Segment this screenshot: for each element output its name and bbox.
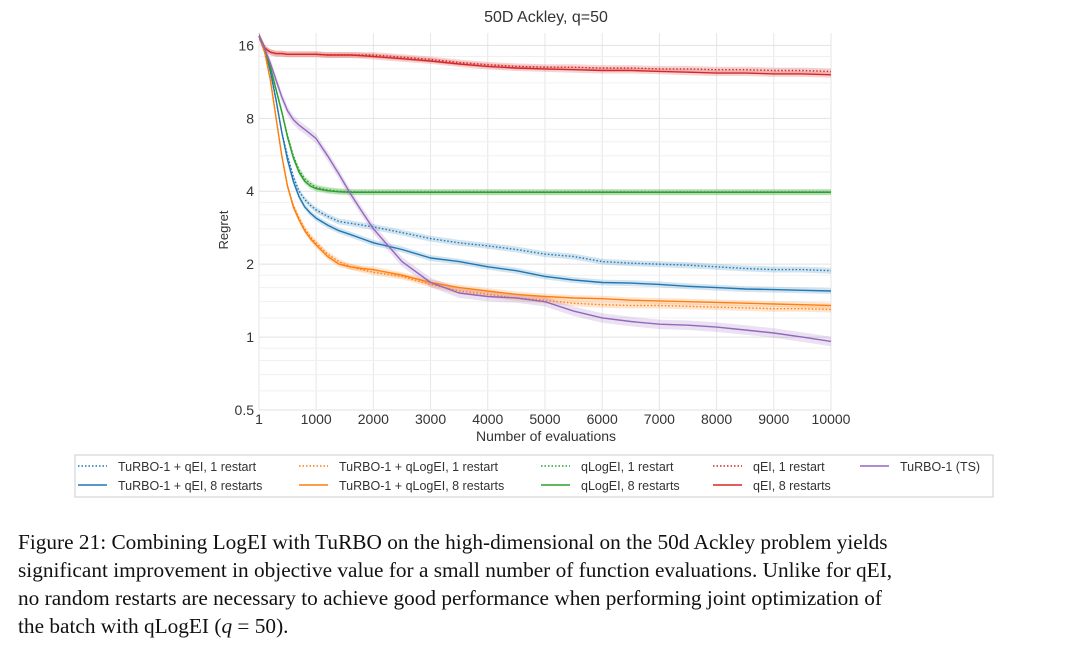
caption-line-4: the batch with qLogEI (q = 50).: [18, 612, 1063, 640]
series-line-3: [258, 35, 832, 307]
legend-label: qLogEI, 1 restart: [581, 460, 674, 474]
chart-title: 50D Ackley, q=50: [484, 9, 608, 26]
x-tick-label: 7000: [644, 411, 675, 427]
y-tick-label: 4: [246, 183, 254, 199]
x-tick-label: 4000: [472, 411, 503, 427]
series-lines: [258, 35, 832, 343]
x-tick-label: 3000: [415, 411, 446, 427]
legend-label: TuRBO-1 + qLogEI, 8 restarts: [339, 479, 504, 493]
caption-math-q: q: [221, 614, 233, 638]
caption-line-4-tail: = 50).: [232, 614, 289, 638]
y-tick-label: 1: [246, 329, 254, 345]
x-tick-label: 2000: [358, 411, 389, 427]
x-tick-label: 10000: [812, 411, 851, 427]
legend-label: TuRBO-1 + qLogEI, 1 restart: [339, 460, 499, 474]
caption-line-2: significant improvement in objective val…: [18, 558, 893, 582]
legend-label: TuRBO-1 + qEI, 1 restart: [118, 460, 257, 474]
x-tick-label: 5000: [529, 411, 560, 427]
series-band-6: [259, 33, 831, 75]
caption-line-3: no random restarts are necessary to achi…: [18, 586, 882, 610]
legend-label: TuRBO-1 + qEI, 8 restarts: [118, 479, 262, 493]
legend-label: qEI, 1 restart: [753, 460, 825, 474]
y-tick-label: 8: [246, 110, 254, 126]
series-line-7: [258, 35, 832, 76]
series-line-2: [258, 35, 832, 311]
legend: TuRBO-1 + qEI, 1 restart TuRBO-1 + qEI, 8…: [74, 454, 994, 498]
x-axis-label: Number of evaluations: [476, 428, 616, 444]
y-tick-label: 2: [246, 256, 254, 272]
x-tick-label: 8000: [701, 411, 732, 427]
y-tick-label: 16: [238, 37, 254, 53]
legend-label: qLogEI, 8 restarts: [581, 479, 680, 493]
series-line-8: [258, 35, 832, 343]
axis-ticks: 1 1000 2000 3000 4000 5000 6000 7000 8000 9000 100…: [235, 37, 851, 427]
series-line-5: [258, 35, 831, 193]
caption-line-4-text: the batch with qLogEI (: [18, 614, 222, 638]
x-tick-label: 1000: [301, 411, 332, 427]
y-tick-label: 0.5: [235, 402, 255, 418]
x-tick-label: 9000: [758, 411, 789, 427]
legend-label: TuRBO-1 (TS): [900, 460, 980, 474]
legend-box: [74, 454, 994, 498]
grid: [258, 33, 832, 411]
series-line-0: [258, 35, 832, 272]
chart: 50D Ackley, q=50 1 1000 2000 3000 4000 5000 60…: [74, 9, 994, 498]
caption-line-1: Figure 21: Combining LogEI with TuRBO on…: [18, 530, 888, 554]
x-tick-label: 1: [255, 411, 263, 427]
legend-label: qEI, 8 restarts: [753, 479, 831, 493]
y-axis-label: Regret: [216, 210, 231, 249]
x-tick-label: 6000: [587, 411, 618, 427]
figure-caption: Figure 21: Combining LogEI with TuRBO on…: [18, 528, 1063, 640]
